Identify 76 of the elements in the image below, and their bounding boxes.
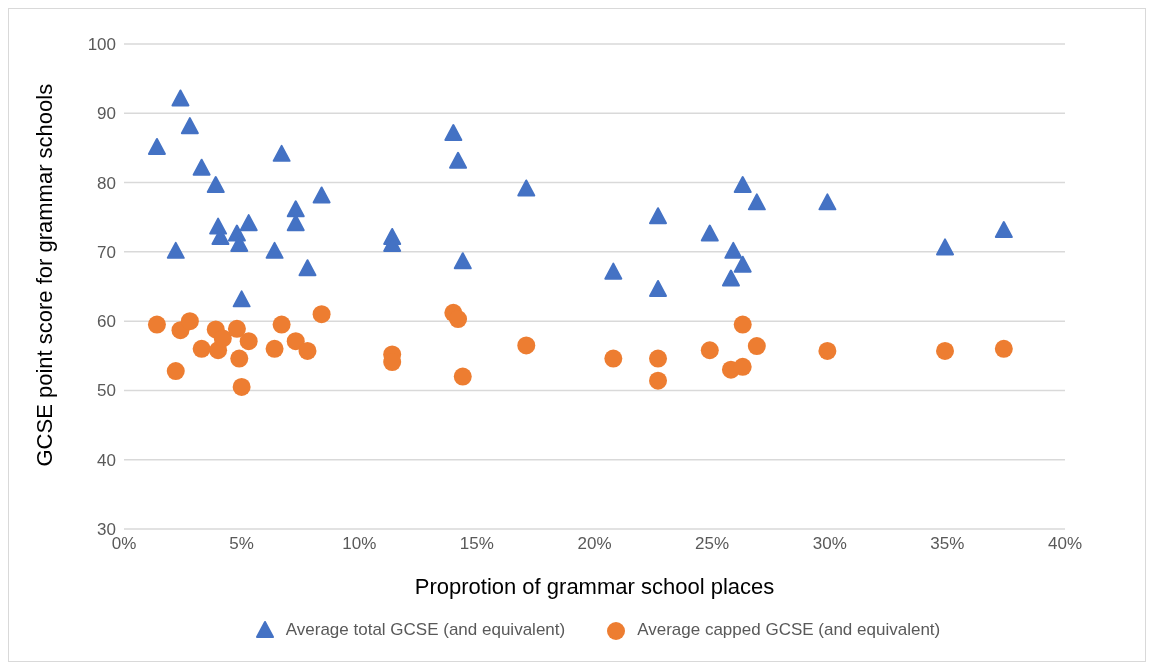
legend-label: Average total GCSE (and equivalent) <box>285 620 566 640</box>
x-tick-label: 10% <box>342 534 377 554</box>
point <box>747 337 766 356</box>
point <box>604 262 623 280</box>
point <box>147 137 166 155</box>
point <box>724 241 743 259</box>
point <box>265 241 284 259</box>
point <box>700 224 719 242</box>
point <box>312 305 331 324</box>
point <box>453 252 472 270</box>
point <box>700 341 719 360</box>
point <box>272 315 291 334</box>
point <box>649 371 668 390</box>
point <box>265 339 284 358</box>
point <box>444 124 463 142</box>
x-tick-label: 5% <box>229 534 254 554</box>
point <box>733 315 752 334</box>
point <box>286 200 305 218</box>
point <box>239 214 258 232</box>
point <box>733 176 752 194</box>
point <box>232 290 251 308</box>
point <box>232 377 251 396</box>
point <box>272 144 291 162</box>
point <box>733 357 752 376</box>
point <box>449 151 468 169</box>
point <box>818 341 837 360</box>
point <box>298 259 317 277</box>
point <box>180 312 199 331</box>
point <box>517 179 536 197</box>
point <box>213 329 232 348</box>
y-tick-label: 90 <box>97 104 116 124</box>
point <box>994 221 1013 239</box>
point <box>649 349 668 368</box>
point <box>227 319 246 338</box>
point <box>180 117 199 135</box>
point <box>230 349 249 368</box>
point <box>298 341 317 360</box>
point <box>721 269 740 287</box>
y-tick-label: 50 <box>97 381 116 401</box>
point <box>449 310 468 329</box>
legend-label: Average capped GCSE (and equivalent) <box>637 620 941 640</box>
point <box>239 332 258 351</box>
point <box>733 255 752 273</box>
x-axis-title: Proprotion of grammar school places <box>414 574 775 599</box>
y-tick-label: 70 <box>97 242 116 262</box>
point <box>312 186 331 204</box>
point <box>936 238 955 256</box>
point <box>147 315 166 334</box>
x-tick-label: 40% <box>1047 534 1083 554</box>
point <box>604 349 623 368</box>
point <box>286 332 305 351</box>
point <box>649 207 668 225</box>
point <box>818 193 837 211</box>
x-tick-label: 0% <box>111 534 137 554</box>
y-tick-label: 80 <box>97 173 116 193</box>
x-tick-label: 15% <box>459 534 494 554</box>
point <box>192 158 211 176</box>
x-tick-label: 20% <box>577 534 612 554</box>
point <box>517 336 536 355</box>
point <box>936 341 955 360</box>
x-tick-label: 25% <box>695 534 730 554</box>
x-tick-label: 30% <box>812 534 847 554</box>
point <box>649 279 668 297</box>
point <box>192 339 211 358</box>
point <box>166 241 185 259</box>
x-tick-label: 35% <box>930 534 965 554</box>
point <box>206 176 225 194</box>
y-tick-label: 60 <box>97 312 116 332</box>
point <box>453 367 472 386</box>
point <box>747 193 766 211</box>
point <box>166 362 185 381</box>
point <box>171 89 190 107</box>
y-tick-label: 40 <box>97 450 116 470</box>
y-axis-title: GCSE point score for grammar schools <box>31 83 57 467</box>
y-tick-label: 100 <box>87 35 116 55</box>
point <box>994 339 1013 358</box>
